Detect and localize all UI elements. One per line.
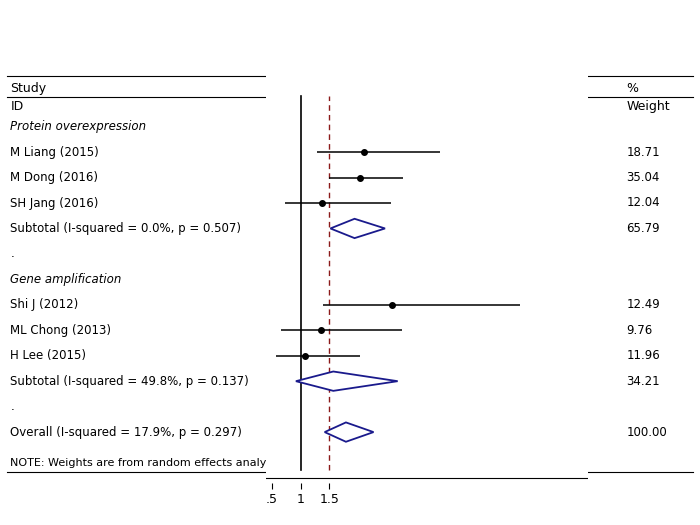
- Text: Subtotal (I-squared = 49.8%, p = 0.137): Subtotal (I-squared = 49.8%, p = 0.137): [10, 375, 249, 387]
- Text: SH Jang (2016): SH Jang (2016): [10, 196, 99, 209]
- Text: .: .: [10, 247, 14, 260]
- Text: 2.04 (1.49, 2.79): 2.04 (1.49, 2.79): [480, 171, 579, 184]
- Text: 9.76: 9.76: [626, 324, 652, 337]
- Text: HR (95% CI): HR (95% CI): [480, 82, 556, 95]
- Text: NOTE: Weights are from random effects analysis: NOTE: Weights are from random effects an…: [10, 458, 281, 468]
- Text: 1.57 (0.92, 2.69): 1.57 (0.92, 2.69): [480, 375, 578, 387]
- Text: 34.21: 34.21: [626, 375, 660, 387]
- Text: 2.59 (1.39, 4.82): 2.59 (1.39, 4.82): [480, 298, 578, 311]
- Text: .: .: [10, 400, 14, 413]
- Text: ID: ID: [10, 100, 24, 113]
- Text: Study: Study: [10, 82, 47, 95]
- Text: 18.71: 18.71: [626, 145, 660, 159]
- Text: M Dong (2016): M Dong (2016): [10, 171, 99, 184]
- Text: Weight: Weight: [626, 100, 670, 113]
- Text: 65.79: 65.79: [626, 222, 660, 235]
- Text: M Liang (2015): M Liang (2015): [10, 145, 99, 159]
- Text: 1.37 (0.73, 2.58): 1.37 (0.73, 2.58): [480, 196, 578, 209]
- Polygon shape: [325, 423, 374, 442]
- Text: Shi J (2012): Shi J (2012): [10, 298, 78, 311]
- Text: 12.04: 12.04: [626, 196, 660, 209]
- Text: 1.08 (0.57, 2.04): 1.08 (0.57, 2.04): [480, 349, 578, 362]
- Text: Protein overexpression: Protein overexpression: [10, 120, 146, 133]
- Text: ML Chong (2013): ML Chong (2013): [10, 324, 111, 337]
- Text: 35.04: 35.04: [626, 171, 660, 184]
- Text: Overall (I-squared = 17.9%, p = 0.297): Overall (I-squared = 17.9%, p = 0.297): [10, 426, 242, 438]
- Text: 12.49: 12.49: [626, 298, 660, 311]
- Text: 1.35 (0.66, 2.76): 1.35 (0.66, 2.76): [480, 324, 578, 337]
- Text: 2.10 (1.29, 3.42): 2.10 (1.29, 3.42): [480, 145, 578, 159]
- Text: H Lee (2015): H Lee (2015): [10, 349, 87, 362]
- Text: Subtotal (I-squared = 0.0%, p = 0.507): Subtotal (I-squared = 0.0%, p = 0.507): [10, 222, 241, 235]
- Text: Gene amplification: Gene amplification: [10, 273, 122, 286]
- Text: 1.94 (1.52, 2.47): 1.94 (1.52, 2.47): [480, 222, 579, 235]
- Text: 1.79 (1.42, 2.27): 1.79 (1.42, 2.27): [480, 426, 579, 438]
- Polygon shape: [296, 372, 398, 391]
- Polygon shape: [330, 219, 385, 238]
- Text: 11.96: 11.96: [626, 349, 660, 362]
- Text: %: %: [626, 82, 638, 95]
- Text: 100.00: 100.00: [626, 426, 667, 438]
